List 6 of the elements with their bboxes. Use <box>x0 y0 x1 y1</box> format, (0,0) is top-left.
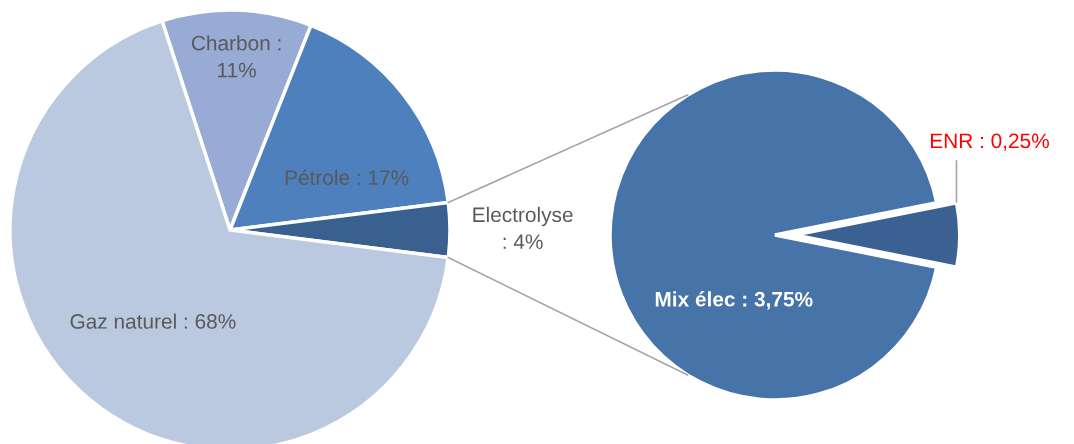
slice-label: Electrolyse : 4% <box>473 206 573 249</box>
slice-label: ENR : 0,25% <box>931 133 1049 151</box>
slice-label: Mix élec : 3,75% <box>655 291 813 310</box>
slice-label: Charbon : 11% <box>191 35 281 78</box>
slice-label: Pétrole : 17% <box>285 169 409 185</box>
slice-label: Gaz naturel : 68% <box>70 313 236 329</box>
